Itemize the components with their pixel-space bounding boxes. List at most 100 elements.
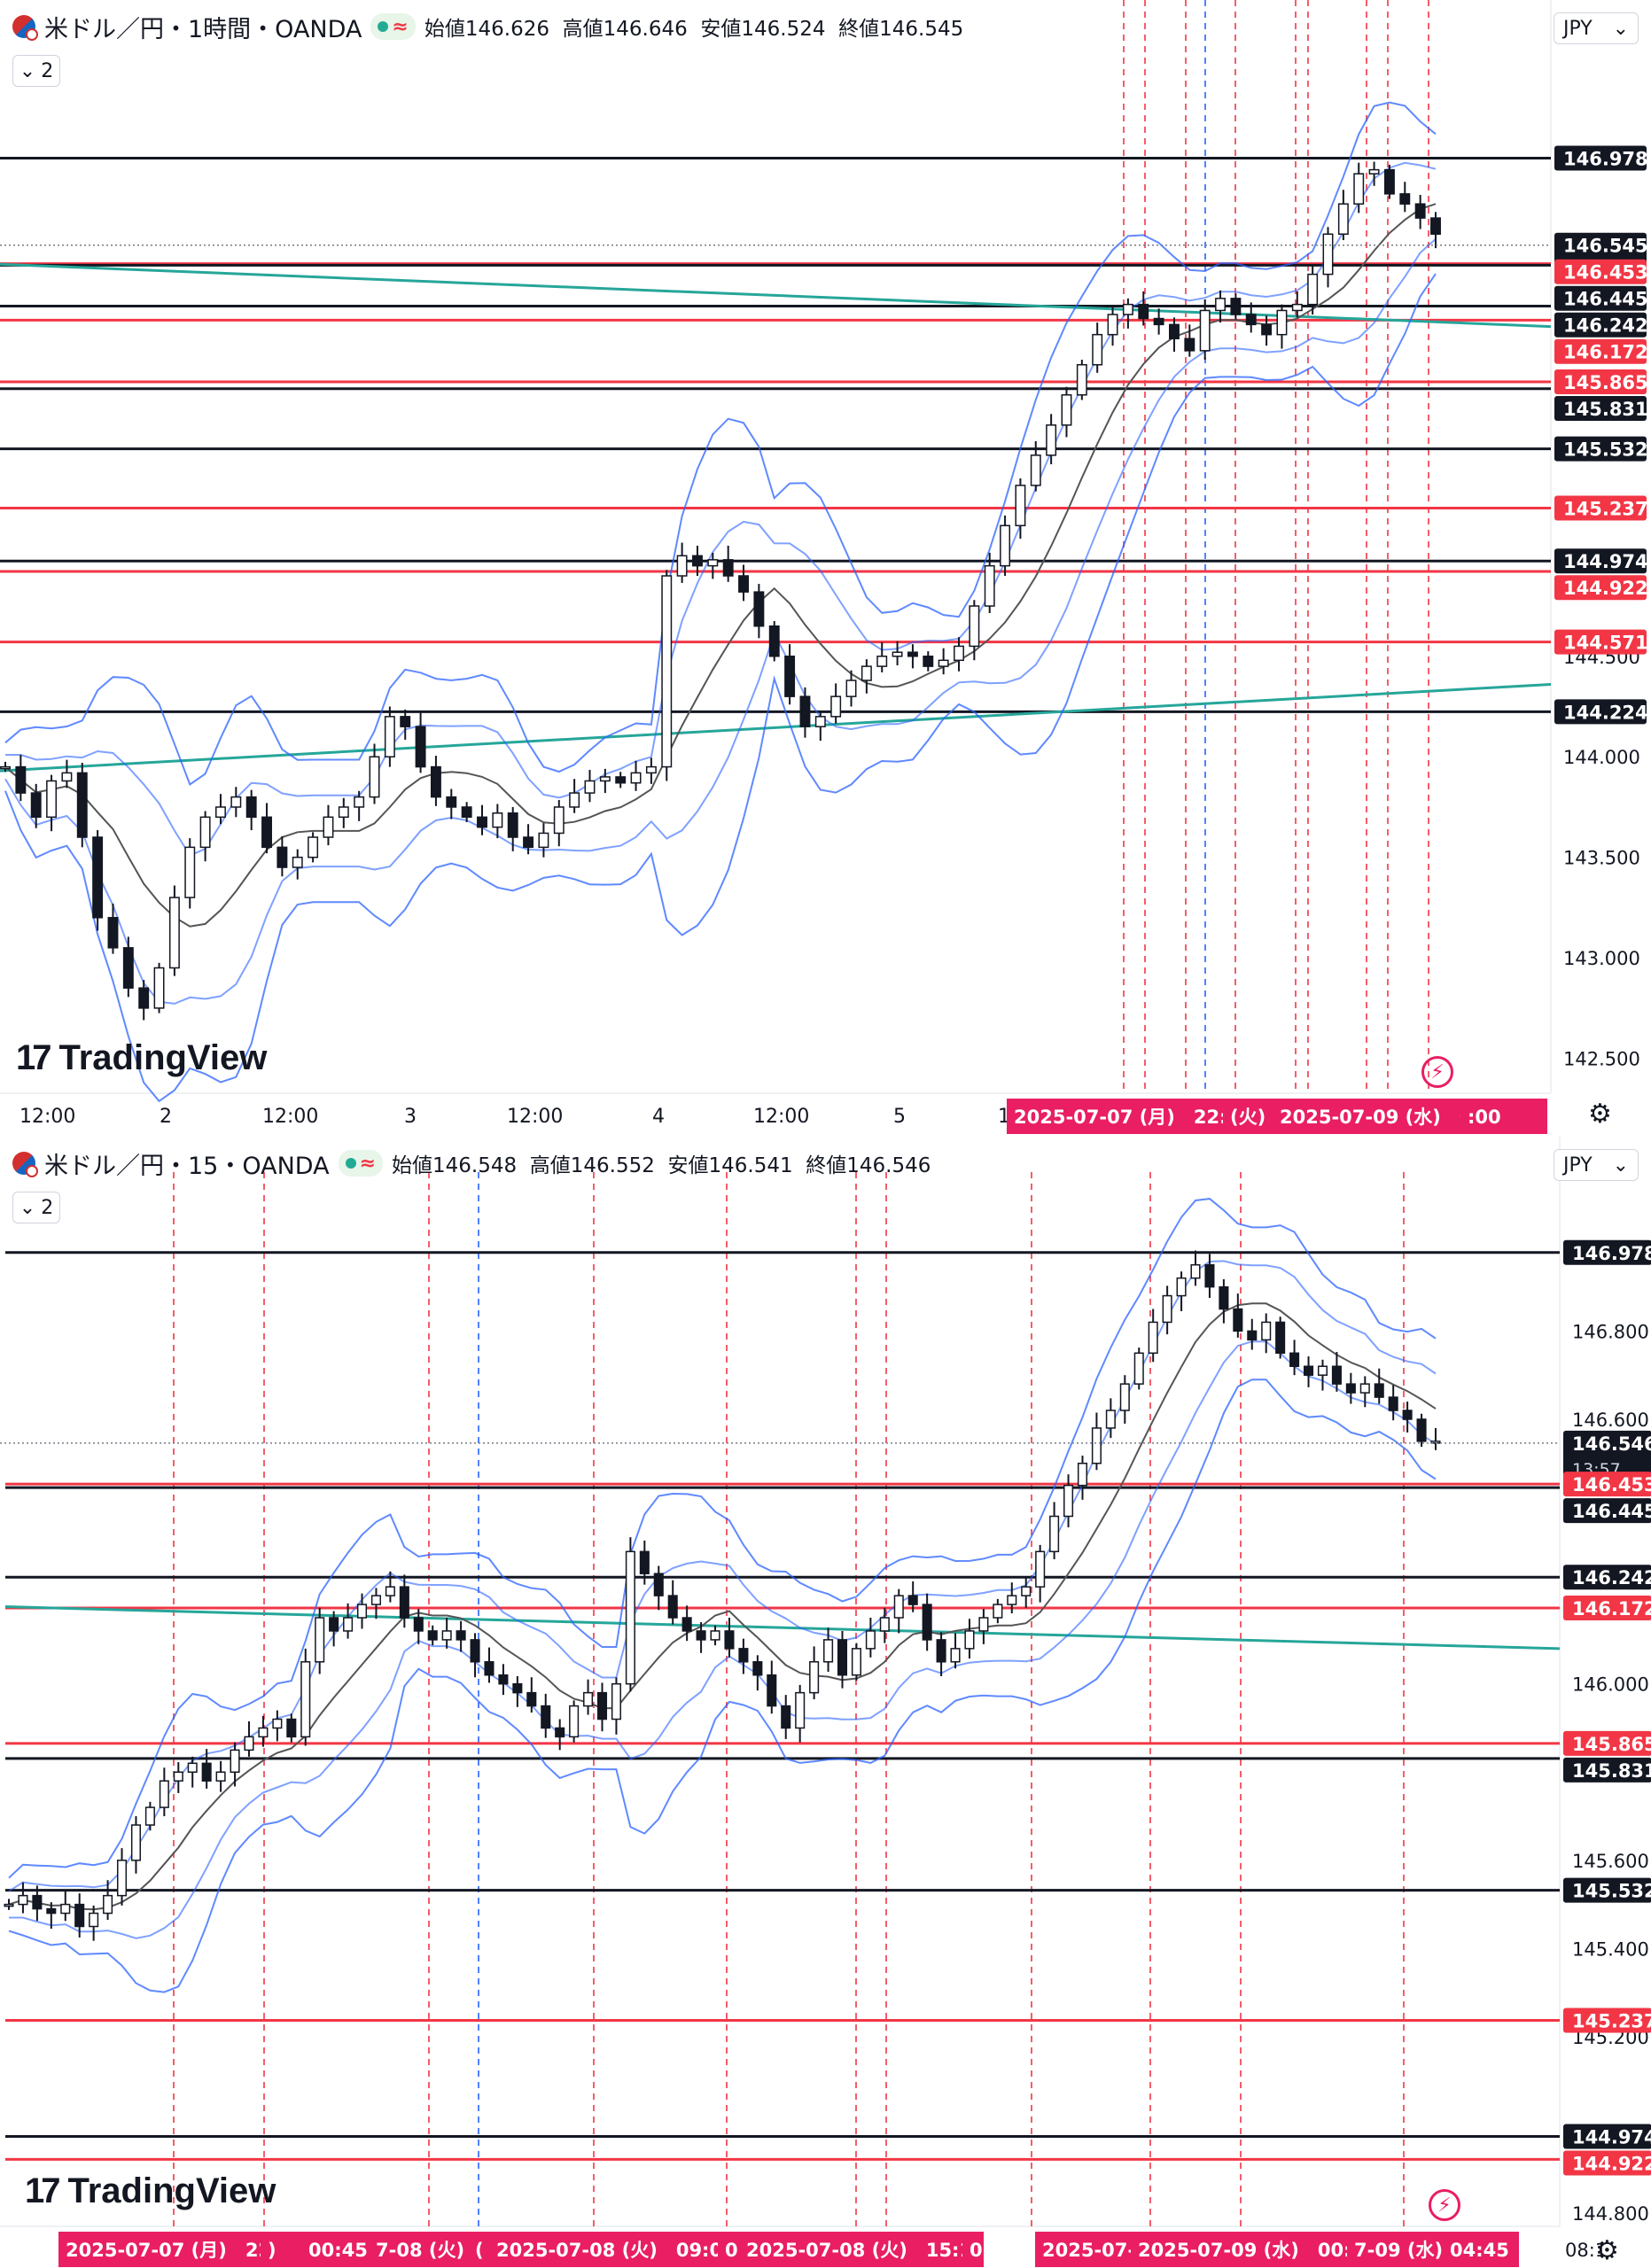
candle-body [599,776,611,782]
candle-body [738,575,749,593]
candle-body [1317,1365,1328,1376]
currency-select[interactable]: JPY ⌄ [1554,1149,1639,1181]
bollinger-lower [4,273,1437,1103]
time-crosshair-text: :00 [1468,1107,1501,1128]
level-price-text: 145.865 [1572,1734,1651,1755]
indicator-toggle[interactable]: ⌄ 2 [12,1192,60,1223]
candle-body [400,716,411,727]
candle-body [830,695,842,718]
candle-body [767,1674,777,1707]
tradingview-logo[interactable]: 17 TradingView [25,2171,276,2210]
candle-body [707,559,719,567]
candle-body [969,605,980,648]
candle-body [230,1749,240,1774]
candle-body [168,897,180,969]
candle-body [1275,1321,1286,1355]
tradingview-logo[interactable]: 17 TradingView [16,1038,268,1077]
chart-panel-1h[interactable]: 146.500144.500144.000143.500143.000142.5… [0,0,1651,1137]
currency-select[interactable]: JPY ⌄ [1554,12,1639,44]
candle-body [1414,203,1426,219]
lightning-icon[interactable]: ⚡ [1421,1056,1453,1088]
level-price-text: 145.831 [1563,399,1648,420]
candle-body [611,1682,621,1720]
candle-body [1063,1484,1074,1518]
candle-body [1138,303,1149,320]
level-price-text: 144.571 [1563,633,1648,654]
candle-body [1383,168,1395,195]
candle-body [1219,1285,1229,1310]
symbol-title[interactable]: 米ドル／円・15・OANDA [44,1152,330,1180]
y-tick-label: 143.000 [1563,948,1640,969]
candle-body [1331,1365,1342,1385]
candle-body [46,1907,57,1915]
candle-body [984,564,995,607]
market-status[interactable]: ≈ [370,13,416,40]
candle-body [0,765,11,770]
candle-body [538,832,549,849]
candle-body [477,816,487,828]
level-price-tag [1563,1498,1651,1524]
chart-canvas-15m[interactable]: 146.800 146.600 146.000 145.600 145.400 145.2… [0,1137,1651,2268]
bollinger-upper [4,101,1437,787]
level-price-tag [1554,629,1647,655]
candle-body [492,812,503,828]
candle-body [122,947,134,989]
market-status[interactable]: ≈ [338,1150,384,1177]
trendline [0,262,1552,329]
lightning-icon[interactable]: ⚡ [1429,2189,1460,2221]
candle-body [369,756,380,798]
chart-canvas-1h[interactable]: 146.500144.500144.000143.500143.000142.5… [0,0,1651,1137]
candle-body [187,1762,198,1774]
symbol-title[interactable]: 米ドル／円・1時間・OANDA [44,15,362,43]
candle-body [630,772,642,784]
candle-body [1015,485,1026,527]
candle-body [199,816,211,849]
bollinger-upper [8,1198,1437,1879]
candle-body [1388,1396,1398,1411]
candle-body [1276,309,1288,336]
y-tick-label: 143.500 [1563,848,1640,869]
candle-body [681,1617,692,1632]
candle-body [1092,333,1103,366]
candle-body [415,726,426,768]
candle-body [201,1762,212,1782]
settings-gear-icon[interactable]: ⚙ [1588,1099,1612,1130]
level-price-text: 145.237 [1563,499,1648,520]
candle-body [692,555,703,567]
candle-body [799,695,811,727]
candle-body [300,1661,311,1738]
chart-panel-15m[interactable]: 146.800 146.600 146.000 145.600 145.400 145.2… [0,1137,1651,2268]
candle-body [329,1617,339,1632]
candle-body [1289,1352,1300,1367]
level-price-text: 144.922 [1572,2153,1651,2174]
settings-gear-icon[interactable]: ⚙ [1595,2235,1619,2266]
candle-body [583,1691,594,1707]
candle-body [446,796,457,808]
candle-body [892,651,903,657]
y-tick-label: 145.600 [1572,1851,1649,1872]
level-price-text: 146.172 [1563,342,1648,363]
candle-body [512,1682,523,1694]
level-price-text: 145.532 [1563,439,1648,461]
time-crosshair-text: ( [475,2240,484,2261]
candle-body [1337,203,1349,235]
time-crosshair-text: 2025-07-08 (火) 15:15 [746,2240,985,2261]
candle-body [1030,454,1041,486]
candle-body [1245,314,1257,326]
y-tick-label: 146.000 [1572,1674,1649,1696]
candle-body [696,1630,706,1641]
candle-body [323,816,334,838]
candle-body [173,1771,183,1782]
x-tick-label: 08:1 [1565,2240,1607,2261]
candle-body [722,559,734,577]
candle-body [661,575,673,768]
indicator-toggle[interactable]: ⌄ 2 [12,55,60,87]
ohlc-readout: 始値146.548 高値146.552 安値146.541 終値146.546 [392,1154,931,1177]
level-price-tag [1554,396,1647,422]
candle-body [1307,273,1319,306]
market-open-icon [345,1158,356,1169]
time-crosshair-tag [962,2232,984,2267]
trendline [4,1605,1561,1651]
candle-body [1076,363,1087,396]
candle-body [338,806,349,819]
